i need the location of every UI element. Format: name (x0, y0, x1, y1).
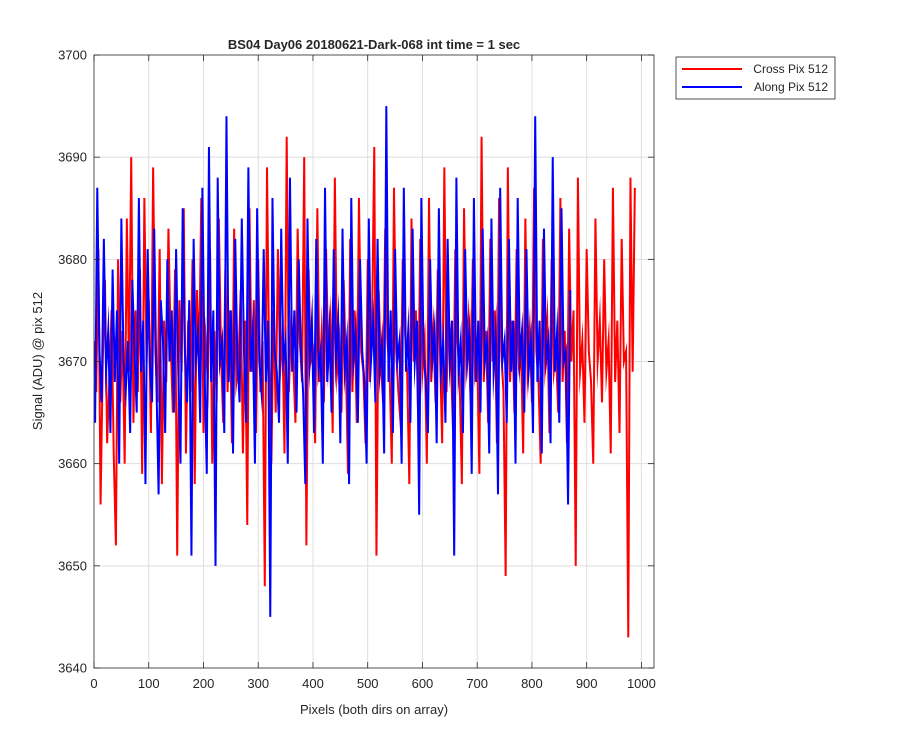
y-tick-label: 3640 (58, 661, 87, 676)
y-tick-label: 3690 (58, 150, 87, 165)
x-tick-label: 800 (521, 676, 543, 691)
legend-label-cross: Cross Pix 512 (753, 62, 828, 76)
x-tick-label: 400 (302, 676, 324, 691)
x-tick-label: 900 (576, 676, 598, 691)
y-axis-label: Signal (ADU) @ pix 512 (30, 292, 45, 430)
y-tick-label: 3650 (58, 558, 87, 573)
legend: Cross Pix 512 Along Pix 512 (675, 56, 836, 100)
y-tick-label: 3660 (58, 456, 87, 471)
legend-box (675, 56, 836, 100)
x-tick-label: 500 (357, 676, 379, 691)
x-tick-label: 1000 (627, 676, 656, 691)
x-axis-label: Pixels (both dirs on array) (300, 702, 448, 717)
series-layer (94, 106, 636, 638)
x-tick-label: 300 (247, 676, 269, 691)
legend-label-along: Along Pix 512 (754, 80, 828, 94)
tick-layer: 0 100 200 300 400 500 600 700 800 900 1000 3640 3650… (58, 48, 656, 692)
series-line-along-pix-512 (94, 106, 572, 617)
y-tick-label: 3680 (58, 252, 87, 267)
y-tick-label: 3700 (58, 48, 87, 63)
x-tick-label: 600 (412, 676, 434, 691)
chart-title: BS04 Day06 20180621-Dark-068 int time = … (228, 37, 520, 52)
x-tick-label: 700 (466, 676, 488, 691)
y-tick-label: 3670 (58, 354, 87, 369)
x-tick-label: 200 (193, 676, 215, 691)
x-tick-label: 100 (138, 676, 160, 691)
x-tick-label: 0 (90, 676, 97, 691)
